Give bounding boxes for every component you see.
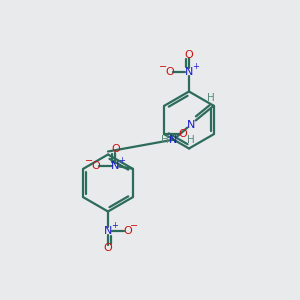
Text: −: − bbox=[85, 156, 93, 166]
Text: O: O bbox=[123, 226, 132, 236]
Text: +: + bbox=[111, 221, 118, 230]
Text: O: O bbox=[103, 243, 112, 254]
Text: −: − bbox=[130, 220, 138, 231]
Text: +: + bbox=[118, 156, 125, 165]
Text: N: N bbox=[187, 120, 195, 130]
Text: O: O bbox=[178, 129, 187, 139]
Text: N: N bbox=[169, 135, 178, 145]
Text: H: H bbox=[188, 135, 195, 145]
Text: O: O bbox=[111, 144, 120, 154]
Text: N: N bbox=[185, 67, 193, 77]
Text: N: N bbox=[111, 161, 119, 171]
Text: N: N bbox=[104, 226, 112, 236]
Text: O: O bbox=[165, 67, 174, 77]
Text: +: + bbox=[192, 62, 199, 71]
Text: H: H bbox=[207, 93, 215, 103]
Text: −: − bbox=[159, 61, 167, 72]
Text: H: H bbox=[160, 135, 168, 145]
Text: O: O bbox=[92, 161, 100, 171]
Text: O: O bbox=[184, 50, 194, 60]
